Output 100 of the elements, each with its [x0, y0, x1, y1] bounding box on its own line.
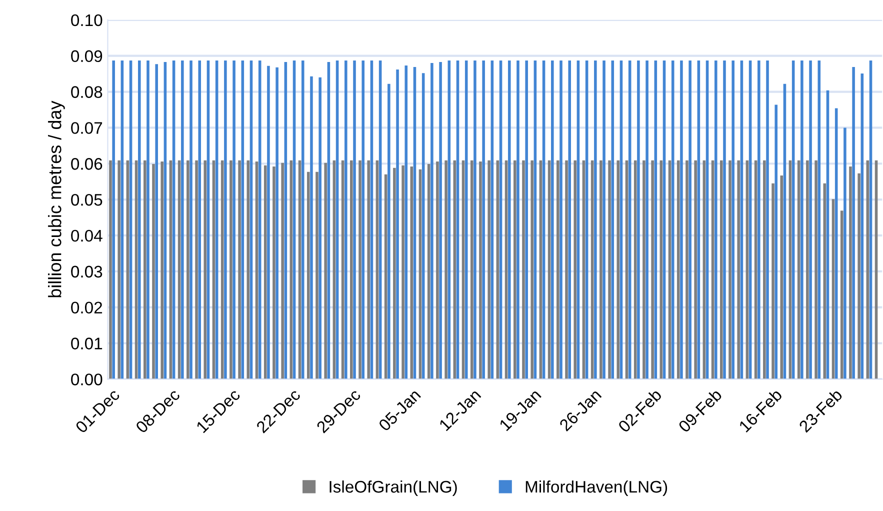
bar — [378, 60, 382, 380]
bar — [774, 104, 778, 380]
y-tick-label: 0.08 — [71, 86, 102, 98]
bar — [565, 160, 568, 380]
bar — [190, 60, 192, 380]
bar — [662, 60, 666, 380]
bar — [758, 60, 760, 380]
bar — [276, 67, 278, 380]
bar — [616, 160, 620, 380]
bar — [637, 60, 640, 380]
bar — [818, 60, 821, 380]
bar — [430, 63, 434, 380]
bar — [488, 160, 490, 380]
bar — [281, 162, 284, 380]
bar — [608, 160, 611, 380]
bar — [814, 160, 818, 380]
bar — [160, 161, 164, 380]
bar — [310, 76, 313, 380]
bar — [367, 160, 370, 380]
bar — [809, 60, 812, 380]
bar — [186, 160, 190, 380]
bar — [155, 64, 158, 380]
bar — [576, 60, 580, 380]
bar — [516, 60, 520, 380]
bar — [723, 60, 726, 380]
bar — [306, 172, 310, 380]
bar — [109, 160, 112, 380]
y-tick-label: 0.06 — [71, 158, 102, 170]
y-tick-label: 0.03 — [71, 266, 102, 278]
bar — [362, 60, 364, 380]
y-tick-label: 0.04 — [71, 230, 102, 242]
bar — [706, 60, 709, 380]
bar — [806, 160, 809, 380]
bar — [542, 60, 546, 380]
bar — [844, 128, 846, 380]
bar — [490, 60, 494, 380]
bar — [301, 60, 304, 380]
bar — [146, 60, 150, 380]
bar — [852, 66, 855, 380]
bar — [181, 60, 184, 380]
bar — [780, 175, 784, 380]
bar — [479, 161, 482, 380]
bar — [740, 60, 744, 380]
bar — [620, 60, 623, 380]
bar — [551, 60, 554, 380]
bar — [120, 60, 124, 380]
bar — [508, 60, 511, 380]
bar — [823, 183, 826, 380]
bar — [651, 160, 654, 380]
bar — [525, 60, 528, 380]
bar — [350, 160, 353, 380]
bar — [654, 60, 658, 380]
legend-label: MilfordHaven(LNG) — [526, 480, 668, 496]
bar — [195, 160, 198, 380]
bar — [646, 60, 648, 380]
y-tick-label: 0.02 — [71, 302, 102, 314]
y-tick-label: 0.01 — [71, 338, 102, 350]
bar — [316, 172, 318, 380]
bar — [215, 60, 218, 380]
bar — [144, 160, 146, 380]
bar — [344, 60, 348, 380]
bar — [697, 60, 700, 380]
bar — [388, 84, 390, 380]
y-tick-label: 0.09 — [71, 50, 102, 62]
y-tick-label: 0.07 — [71, 122, 102, 134]
bar — [611, 60, 614, 380]
bar — [602, 60, 606, 380]
bar — [849, 166, 852, 380]
bar — [318, 77, 322, 380]
bar — [172, 60, 176, 380]
bar — [858, 173, 860, 380]
bar — [129, 60, 132, 380]
bar — [671, 60, 674, 380]
bar — [574, 160, 577, 380]
bar — [534, 60, 537, 380]
bar — [568, 60, 571, 380]
bar — [772, 183, 774, 380]
bar — [642, 160, 646, 380]
bar — [766, 60, 769, 380]
bar — [336, 60, 339, 380]
bar — [594, 60, 597, 380]
bar — [404, 66, 408, 380]
bar — [232, 60, 236, 380]
y-tick-label: 0.00 — [71, 374, 102, 386]
bar — [439, 62, 442, 380]
bar — [680, 60, 683, 380]
bar — [444, 160, 448, 380]
bar — [393, 168, 396, 380]
bar — [474, 60, 476, 380]
bar — [482, 60, 485, 380]
bar — [118, 160, 120, 380]
bar — [396, 70, 399, 380]
bar — [402, 165, 404, 380]
bar — [600, 160, 602, 380]
bar — [732, 60, 734, 380]
bar — [499, 60, 502, 380]
bar — [560, 60, 562, 380]
bar — [204, 160, 207, 380]
bar — [513, 160, 516, 380]
bar — [112, 60, 115, 380]
